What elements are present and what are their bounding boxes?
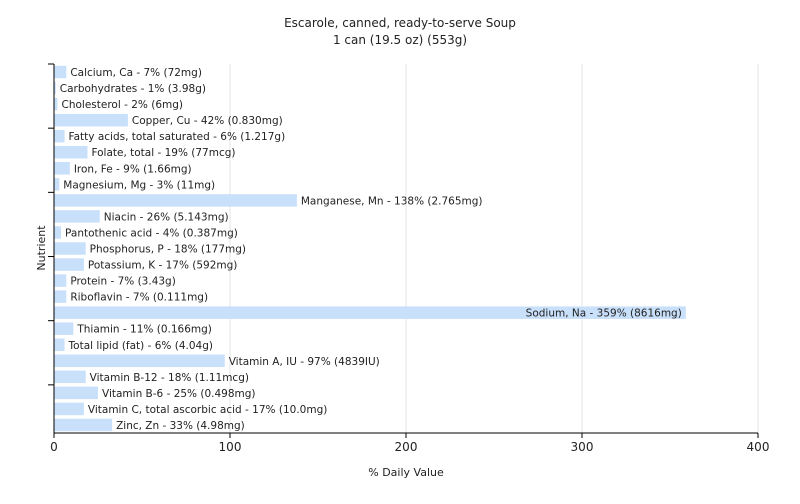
bar bbox=[54, 81, 56, 95]
bar-label: Niacin - 26% (5.143mg) bbox=[104, 211, 229, 223]
bar bbox=[54, 306, 686, 319]
bar bbox=[54, 322, 74, 335]
y-axis-label: Nutrient bbox=[35, 225, 48, 271]
bar-label: Vitamin A, IU - 97% (4839IU) bbox=[229, 356, 380, 368]
bar bbox=[54, 65, 67, 79]
bar bbox=[54, 418, 113, 432]
bar-label: Carbohydrates - 1% (3.98g) bbox=[60, 83, 206, 95]
x-axis-label: % Daily Value bbox=[368, 466, 444, 479]
bar-label: Folate, total - 19% (77mcg) bbox=[91, 147, 235, 159]
bar-label: Thiamin - 11% (0.166mg) bbox=[76, 324, 212, 336]
x-tick-label: 0 bbox=[50, 440, 58, 454]
x-tick-label: 100 bbox=[219, 440, 242, 454]
bar-label: Copper, Cu - 42% (0.830mg) bbox=[132, 115, 283, 127]
bar bbox=[54, 178, 60, 191]
bar-label: Vitamin C, total ascorbic acid - 17% (10… bbox=[88, 404, 327, 416]
bar-label: Cholesterol - 2% (6mg) bbox=[62, 99, 184, 111]
bar-label: Vitamin B-12 - 18% (1.11mcg) bbox=[90, 372, 249, 384]
chart-title: Escarole, canned, ready-to-serve Soup bbox=[284, 16, 516, 30]
bar-label: Total lipid (fat) - 6% (4.04g) bbox=[68, 340, 213, 352]
bar-label: Protein - 7% (3.43g) bbox=[70, 276, 176, 288]
bar-label: Fatty acids, total saturated - 6% (1.217… bbox=[69, 131, 286, 143]
axes-layer: 0 100 200 300 400 bbox=[48, 63, 770, 454]
bar-label: Phosphorus, P - 18% (177mg) bbox=[90, 244, 246, 256]
x-tick-label: 200 bbox=[395, 440, 418, 454]
bar-label: Zinc, Zn - 33% (4.98mg) bbox=[116, 420, 245, 432]
bar bbox=[54, 258, 84, 271]
x-tick-label: 400 bbox=[747, 440, 770, 454]
bar bbox=[54, 386, 98, 400]
bar bbox=[54, 274, 67, 287]
bar bbox=[54, 242, 86, 255]
bar-label: Pantothenic acid - 4% (0.387mg) bbox=[65, 227, 238, 239]
bar bbox=[54, 129, 65, 143]
grid-layer bbox=[229, 64, 759, 433]
bar bbox=[54, 194, 297, 207]
bar bbox=[54, 97, 58, 111]
bar bbox=[54, 162, 70, 175]
bar bbox=[54, 226, 62, 239]
bar-label: Calcium, Ca - 7% (72mg) bbox=[70, 67, 202, 79]
bar bbox=[54, 113, 128, 127]
bar-label: Vitamin B-6 - 25% (0.498mg) bbox=[102, 388, 256, 400]
bar-label: Riboflavin - 7% (0.111mg) bbox=[70, 292, 208, 304]
bar bbox=[54, 402, 84, 416]
bar-label: Sodium, Na - 359% (8616mg) bbox=[526, 308, 682, 320]
bar bbox=[54, 338, 65, 352]
bar-label: Iron, Fe - 9% (1.66mg) bbox=[74, 163, 192, 175]
bar bbox=[54, 354, 225, 368]
x-tick-label: 300 bbox=[571, 440, 594, 454]
bar-label: Magnesium, Mg - 3% (11mg) bbox=[63, 179, 215, 191]
bar-label: Potassium, K - 17% (592mg) bbox=[88, 260, 238, 272]
chart-subtitle: 1 can (19.5 oz) (553g) bbox=[333, 33, 467, 47]
bar bbox=[54, 210, 100, 223]
bar bbox=[54, 290, 67, 303]
bar bbox=[54, 370, 86, 384]
bars-layer: Calcium, Ca - 7% (72mg) Carbohydrates - 1… bbox=[54, 65, 686, 432]
bar-label: Manganese, Mn - 138% (2.765mg) bbox=[301, 195, 483, 207]
bar bbox=[54, 145, 88, 159]
